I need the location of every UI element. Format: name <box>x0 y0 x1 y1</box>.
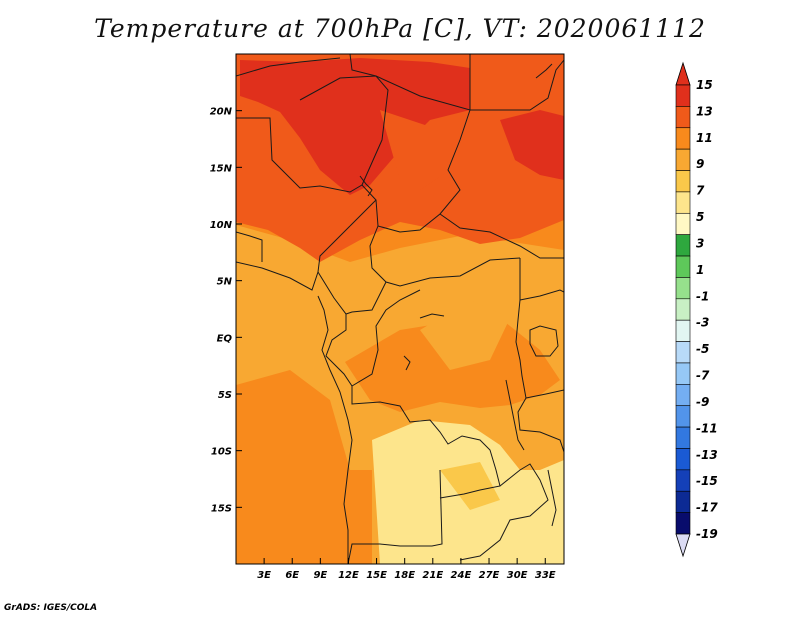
colorbar-segment <box>675 170 691 193</box>
field-band-11-13-center <box>380 110 450 190</box>
colorbar-segment <box>675 384 691 407</box>
colorbar-label: 1 <box>696 263 704 277</box>
colorbar-label: 9 <box>696 157 704 171</box>
border-drc-angola <box>351 386 501 499</box>
temperature-field <box>236 54 564 564</box>
border-east-africa <box>515 258 564 453</box>
border-congo-river <box>419 313 445 319</box>
colorbar-label: -9 <box>696 395 709 409</box>
colorbar-segment <box>675 255 691 278</box>
latitude-axis: 20N 15N 10N 5N EQ 5S 10S 15S <box>210 107 242 514</box>
lon-tick-label: 15E <box>366 570 387 581</box>
colorbar-label: -7 <box>696 369 710 383</box>
colorbar-label: -13 <box>696 448 718 462</box>
colorbar-label: -3 <box>696 316 709 330</box>
colorbar-segment <box>675 234 691 257</box>
colorbar-label: -17 <box>696 501 718 515</box>
lon-tick-label: 30E <box>507 570 528 581</box>
border-kivu <box>403 355 411 371</box>
colorbar-segment <box>675 191 691 214</box>
border-sudan-south <box>439 213 564 259</box>
lon-tick-label: 9E <box>313 570 327 581</box>
colorbar-segment <box>675 148 691 171</box>
border-zambia-east <box>459 463 549 561</box>
lat-tick-label: 5N <box>217 277 233 288</box>
border-northern-tier <box>236 117 377 227</box>
colorbar-label: 5 <box>696 210 704 224</box>
colorbar-segment <box>675 319 691 342</box>
colorbar-label: 3 <box>696 236 704 250</box>
colorbar-segment <box>675 362 691 385</box>
border-west-africa <box>236 231 263 262</box>
lon-tick-label: 3E <box>257 570 271 581</box>
colorbar-bottom-arrow <box>675 533 691 558</box>
colorbar-top-arrow <box>675 61 691 86</box>
colorbar-label: -5 <box>696 342 709 356</box>
colorbar-segment <box>675 490 691 513</box>
colorbar-segment <box>675 298 691 321</box>
colorbar-segment <box>675 469 691 492</box>
colorbar-segment <box>675 84 691 107</box>
lon-tick-label: 18E <box>394 570 415 581</box>
lat-tick-label: 20N <box>210 107 233 118</box>
lon-tick-label: 12E <box>338 570 359 581</box>
border-uganda-kenya <box>519 289 564 301</box>
country-borders <box>236 54 564 564</box>
longitude-axis: 3E 6E 9E 12E 15E 18E 21E 24E 27E 30E 33E <box>257 558 556 581</box>
lon-tick-label: 27E <box>479 570 500 581</box>
field-band-7-9-east <box>420 300 510 370</box>
colorbar-label: -1 <box>696 289 709 303</box>
colorbar-segment <box>675 341 691 364</box>
lat-tick-label: EQ <box>217 333 233 344</box>
border-cameroon <box>317 225 387 315</box>
border-chad-niger <box>299 75 389 186</box>
colorbar-segment <box>675 212 691 235</box>
colorbar-segment <box>675 512 691 535</box>
border-atlantic-coast <box>317 295 353 564</box>
lon-tick-label: 33E <box>535 570 556 581</box>
border-lake-tanganyika <box>505 379 525 451</box>
border-angola-south <box>347 469 443 564</box>
colorbar-segment <box>675 426 691 449</box>
border-nigeria-coast <box>236 261 319 291</box>
lon-tick-label: 6E <box>285 570 299 581</box>
lat-tick-label: 15S <box>211 503 232 514</box>
map-frame <box>235 53 565 565</box>
lat-tick-label: 15N <box>210 163 233 174</box>
border-tanzania <box>525 389 564 399</box>
colorbar-segment <box>675 405 691 428</box>
colorbar-label: 7 <box>696 184 705 198</box>
colorbar-label: -19 <box>696 527 718 541</box>
border-lake-chad <box>359 175 373 197</box>
colorbar-label: 11 <box>696 131 713 145</box>
chart-title: Temperature at 700hPa [C], VT: 202006111… <box>94 14 706 43</box>
border-lake-victoria <box>529 325 559 357</box>
colorbar-segment <box>675 106 691 129</box>
border-sahara-west <box>236 57 341 77</box>
colorbar-segment <box>675 277 691 300</box>
lat-tick-label: 10N <box>210 220 233 231</box>
colorbar-label: -15 <box>696 474 718 488</box>
field-band-9-11-south <box>236 370 372 564</box>
border-egypt <box>469 54 564 111</box>
colorbar: 15 13 11 9 7 5 3 1 -1 -3 -5 -7 -9 -11 -13 -15 -17 -19 <box>675 61 718 558</box>
field-band-13-15-east <box>500 110 564 180</box>
colorbar-segment <box>675 127 691 150</box>
lon-tick-label: 21E <box>422 570 443 581</box>
lat-tick-label: 5S <box>218 390 232 401</box>
colorbar-label: 15 <box>696 78 713 92</box>
lat-tick-label: 10S <box>211 447 232 458</box>
colorbar-label: -11 <box>696 421 718 435</box>
colorbar-segment <box>675 448 691 471</box>
border-car <box>369 225 521 287</box>
border-lake-malawi <box>547 469 557 527</box>
border-red-sea <box>535 63 553 79</box>
field-band-7-9-patch <box>440 462 500 510</box>
colorbar-label: 13 <box>696 104 713 118</box>
border-gabon-congo <box>325 289 421 387</box>
lon-tick-label: 24E <box>451 570 472 581</box>
credit-label: GrADS: IGES/COLA <box>4 603 98 613</box>
